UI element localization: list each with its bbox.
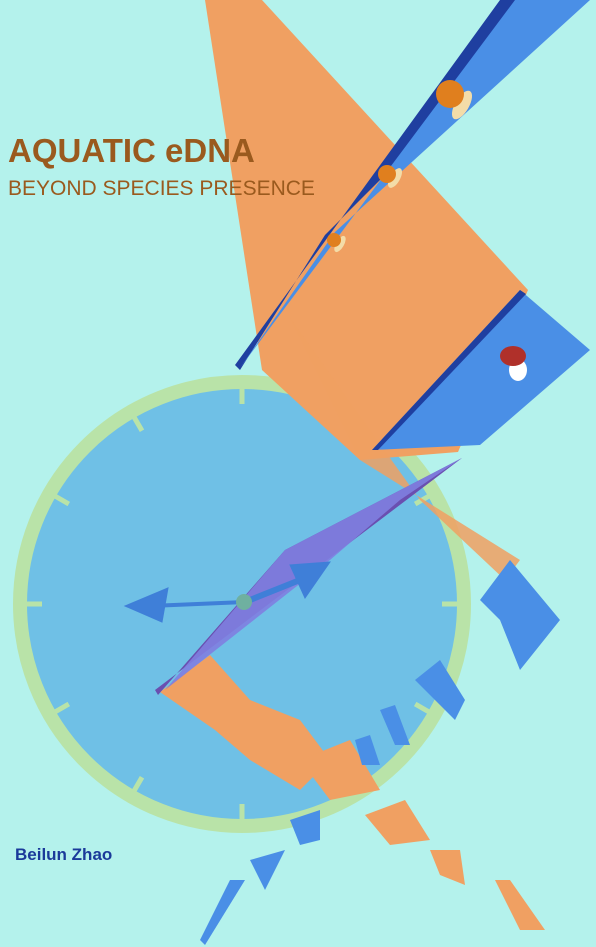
clock-tick (53, 701, 71, 715)
orange-strip (290, 318, 520, 580)
orange-fragment (160, 655, 330, 790)
orange-fragment (300, 740, 380, 800)
orange-fragment (365, 800, 430, 845)
orange-strip (205, 0, 528, 460)
clock-tick (131, 775, 145, 793)
blue-fragment (480, 560, 560, 670)
snail-shell (436, 80, 464, 108)
minute-hand-tip (289, 561, 332, 600)
minute-hand (243, 575, 307, 605)
snail-shell (378, 165, 396, 183)
blue-fragment (290, 810, 320, 845)
snail-body (334, 235, 346, 253)
clock-tick (413, 701, 431, 715)
subtitle: BEYOND SPECIES PRESENCE (8, 177, 315, 200)
clock-tick (53, 493, 71, 507)
title: AQUATIC eDNA (8, 132, 255, 169)
clock-tick (131, 415, 145, 433)
snail (436, 80, 473, 120)
snail-body (451, 90, 473, 120)
blue-edge (372, 290, 526, 450)
snail-shell (327, 233, 341, 247)
blue-strip (372, 290, 590, 450)
blue-fragment (415, 660, 465, 720)
snail (378, 165, 402, 188)
mushroom-cap (500, 346, 526, 366)
mushroom (500, 346, 527, 381)
blue-fragment (250, 850, 285, 890)
organisms (327, 80, 527, 381)
blue-band (155, 0, 590, 945)
blue-fragment (380, 705, 410, 745)
author: Beilun Zhao (15, 845, 112, 864)
orange-fragment (430, 850, 465, 885)
hour-hand (149, 600, 246, 608)
blue-fragment (200, 880, 245, 945)
hour-hand-tip (123, 587, 169, 623)
blue-fragment (355, 735, 380, 765)
snail (327, 233, 346, 253)
clock-hands (123, 561, 332, 623)
orange-fragment (495, 880, 545, 930)
orange-band (160, 0, 545, 930)
hand-pivot (236, 594, 252, 610)
